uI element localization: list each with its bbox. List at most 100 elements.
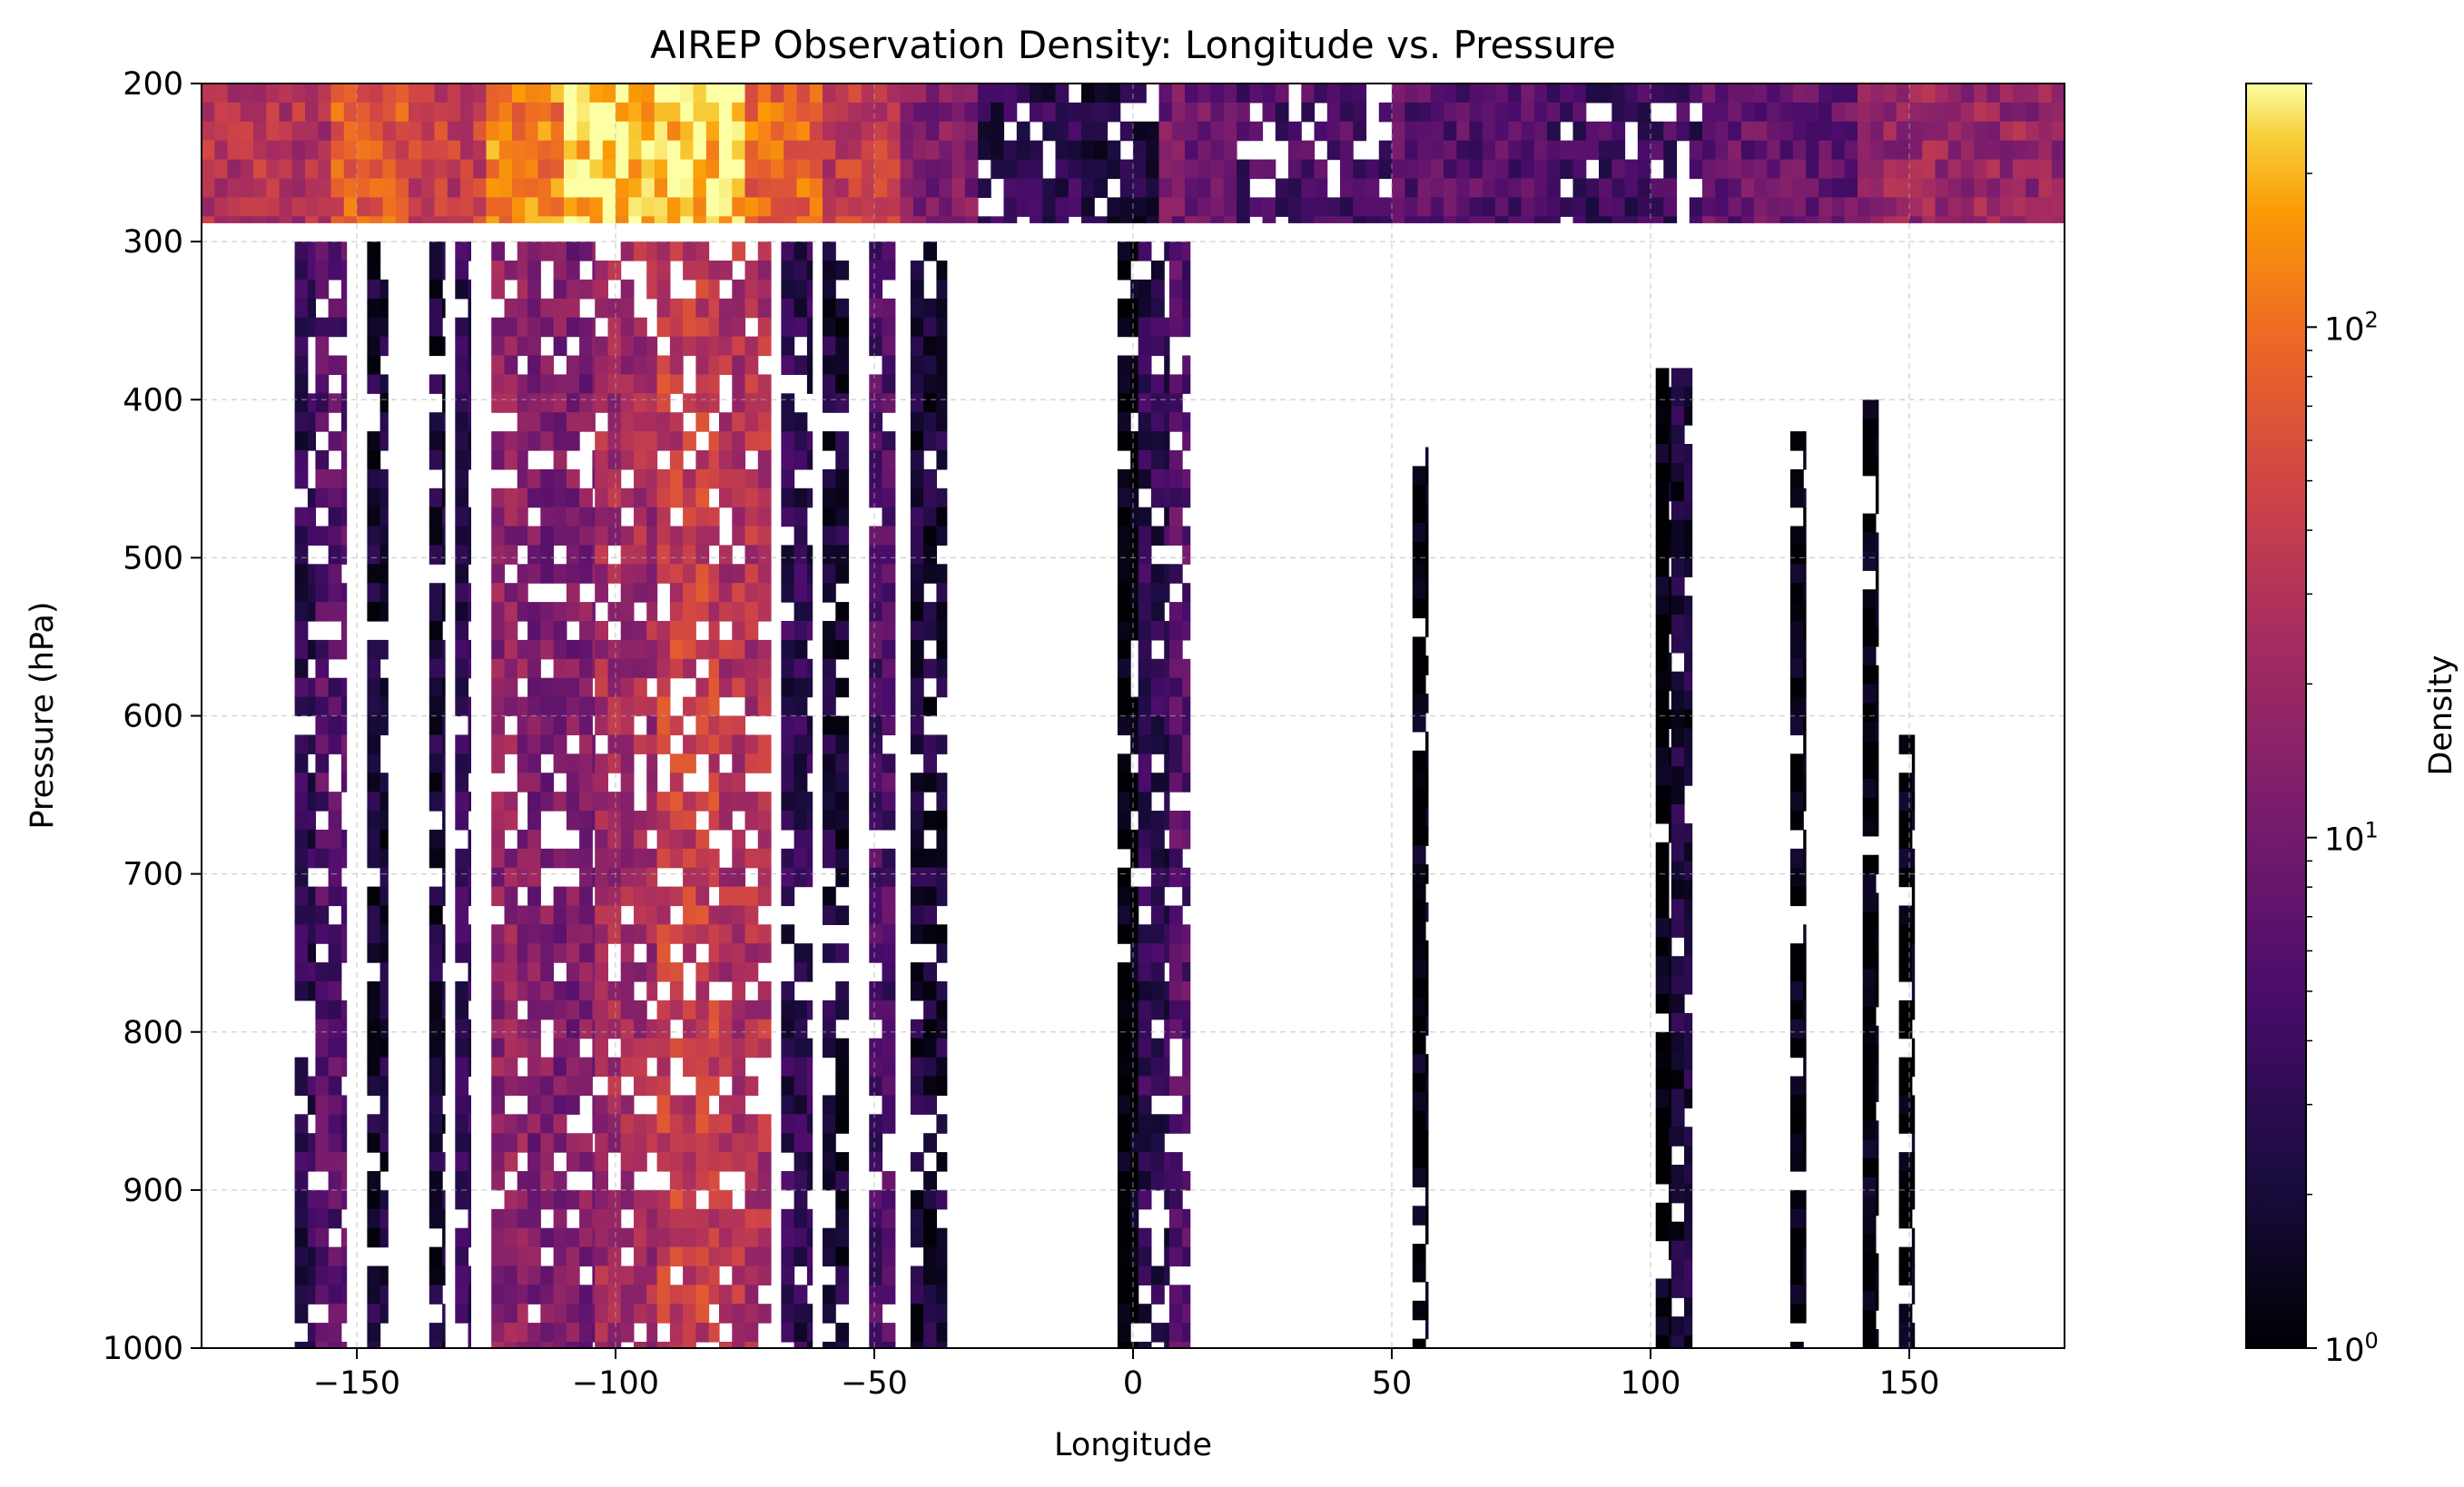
heatmap-cell [1599,159,1612,180]
heatmap-cell [504,924,518,944]
heatmap-cell [656,1285,671,1305]
heatmap-cell [719,792,733,812]
heatmap-cell [806,487,813,508]
heatmap-cell [328,545,342,565]
heatmap-cell [900,159,914,180]
heatmap-cell [744,336,759,357]
heatmap-cell [1754,102,1768,123]
heatmap-cell [1314,121,1328,142]
heatmap-cell [1922,159,1937,180]
heatmap-cell [923,1227,937,1248]
heatmap-cell [793,1304,808,1324]
heatmap-cell [1168,621,1183,641]
heatmap-cell [307,507,316,527]
heatmap-cell [491,621,505,641]
heatmap-cell [1792,197,1807,217]
heatmap-cell [882,1208,896,1229]
heatmap-cell [434,102,448,123]
heatmap-cell [1412,750,1426,771]
heatmap-cell [680,140,695,161]
heatmap-cell [1898,829,1913,850]
heatmap-cell [307,1095,316,1115]
heatmap-cell [620,393,635,413]
heatmap-cell [340,1265,348,1285]
heatmap-cell [669,545,684,565]
heatmap-cell [910,393,924,413]
heatmap-cell [379,1038,389,1059]
heatmap-cell [656,811,671,831]
heatmap-cell [512,216,526,223]
heatmap-cell [315,1285,330,1305]
heatmap-cell [1456,84,1471,103]
heatmap-cell [1314,216,1328,223]
heatmap-cell [695,1152,710,1172]
heatmap-cell [328,298,342,319]
heatmap-cell [683,1133,696,1153]
heatmap-cell [1684,1050,1693,1071]
heatmap-cell [294,431,309,451]
heatmap-cell [1168,507,1183,527]
heatmap-cell [1210,216,1225,223]
heatmap-cell [579,545,593,565]
heatmap-cell [367,279,381,300]
heatmap-cell [527,1208,541,1229]
heatmap-cell [294,317,309,338]
heatmap-cell [1430,140,1444,161]
heatmap-cell [1185,140,1198,161]
heatmap-cell [1669,918,1672,938]
heatmap-cell [294,355,309,375]
heatmap-cell [757,393,772,413]
heatmap-cell [442,1057,446,1078]
heatmap-cell [719,811,733,831]
heatmap-cell [1107,197,1121,217]
heatmap-cell [1117,715,1131,735]
heatmap-cell [592,773,596,793]
heatmap-cell [1702,84,1716,103]
heatmap-cell [744,1152,759,1172]
heatmap-cell [910,1227,924,1248]
heatmap-cell [1986,140,2001,161]
heatmap-cell [793,1152,808,1172]
heatmap-cell [504,734,518,754]
heatmap-cell [923,886,937,907]
heatmap-cell [1417,121,1432,142]
heatmap-cell [835,261,850,281]
heatmap-cell [2038,216,2053,223]
heatmap-cell [719,1152,733,1172]
heatmap-cell [1862,1234,1877,1255]
heatmap-cell [537,102,552,123]
heatmap-cell [294,811,309,831]
heatmap-cell [1138,526,1152,546]
heatmap-cell [923,1189,937,1210]
heatmap-cell [1182,696,1191,717]
heatmap-cell [1911,792,1916,812]
heatmap-cell [910,298,924,319]
heatmap-cell [1671,1108,1685,1128]
heatmap-cell [527,1019,541,1039]
heatmap-cell [1806,121,1819,142]
heatmap-cell [202,121,215,142]
heatmap-cell [732,178,746,198]
heatmap-cell [781,583,795,603]
heatmap-cell [315,1265,330,1285]
heatmap-cell [1898,905,1913,925]
heatmap-cell [620,811,635,831]
heatmap-cell [1130,602,1139,622]
heatmap-cell [1715,140,1730,161]
heatmap-cell [455,279,469,300]
heatmap-cell [307,943,316,963]
heatmap-cell [1412,504,1426,524]
heatmap-cell [429,753,443,773]
heatmap-cell [719,1095,733,1115]
heatmap-cell [1365,197,1380,217]
heatmap-cell [1961,197,1975,217]
heatmap-cell [1150,298,1165,319]
heatmap-cell [1803,487,1807,508]
heatmap-cell [1198,121,1212,142]
heatmap-cell [1182,924,1191,944]
heatmap-cell [1138,1133,1152,1153]
heatmap-cell [1164,564,1170,584]
heatmap-cell [695,734,710,754]
heatmap-cell [936,1227,948,1248]
heatmap-cell [517,298,528,319]
